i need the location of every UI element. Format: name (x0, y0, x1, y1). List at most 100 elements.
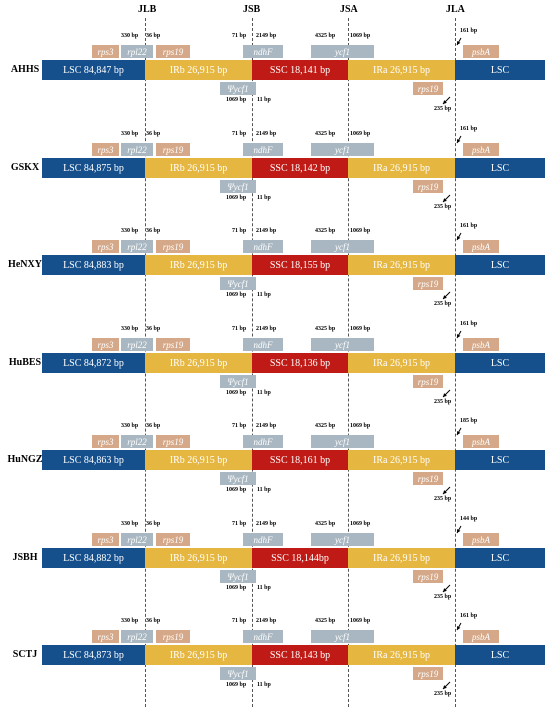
species-6-ssc-segment: SSC 18,143 bp (252, 645, 348, 665)
species-5-lsc-segment: LSC 84,882 bp (42, 548, 145, 568)
species-3-bp-rpl22: 36 bp (146, 326, 161, 332)
species-3-bp-rps3: 330 bp (121, 326, 139, 332)
species-1-lsc-segment: LSC 84,875 bp (42, 158, 145, 178)
species-1-rps19-bottom-gene: rps19 (413, 180, 443, 193)
species-0-lsc-segment: LSC 84,847 bp (42, 60, 145, 80)
junction-label-jsb: JSB (243, 4, 261, 15)
species-2-bp-pseudo-ycf1: 1069 bp (226, 292, 247, 298)
species-2-lsc-right-segment: LSC (455, 255, 545, 275)
species-5-bp-rpl22: 36 bp (146, 521, 161, 527)
species-4-ira-segment: IRa 26,915 bp (348, 450, 455, 470)
species-1-ycf1-gene: ycf1 (311, 143, 374, 156)
species-6-pseudo-ycf1-gene: Ψycf1 (220, 667, 256, 680)
species-1-rps3-gene: rps3 (92, 143, 119, 156)
species-4-bp-pseudo-gap: 11 bp (257, 487, 271, 493)
species-2-bp-rps3: 330 bp (121, 228, 139, 234)
species-5-rps3-gene: rps3 (92, 533, 119, 546)
species-2-ssc-segment: SSC 18,155 bp (252, 255, 348, 275)
species-2-rps19-bottom-gene: rps19 (413, 277, 443, 290)
species-3-pseudo-ycf1-gene: Ψycf1 (220, 375, 256, 388)
species-6-rps19-top-gene: rps19 (156, 630, 190, 643)
species-6-arrow-psba (456, 622, 462, 631)
species-5-name: JSBH (12, 552, 38, 563)
species-3-ssc-segment: SSC 18,136 bp (252, 353, 348, 373)
species-1-lsc-right-segment: LSC (455, 158, 545, 178)
species-2-bp-ndhf: 2149 bp (256, 228, 277, 234)
species-5-arrow-psba (456, 525, 462, 534)
species-5-bp-ndhf: 2149 bp (256, 521, 277, 527)
species-2-arrow-psba (456, 232, 462, 241)
species-6-bp-rpl22: 36 bp (146, 618, 161, 624)
species-6-psba-gene: psbA (463, 630, 499, 643)
species-4-rps19-bottom-gene: rps19 (413, 472, 443, 485)
species-5-bp-pseudo-ycf1: 1069 bp (226, 585, 247, 591)
species-3-rps19-bottom-gene: rps19 (413, 375, 443, 388)
species-3-bp-ycf1-right: 1069 bp (350, 326, 371, 332)
species-6-rps19-bottom-gene: rps19 (413, 667, 443, 680)
species-6-name: SCTJ (12, 649, 38, 660)
species-4-arrow-psba (456, 427, 462, 436)
species-1-rpl22-gene: rpl22 (121, 143, 153, 156)
species-4-lsc-right-segment: LSC (455, 450, 545, 470)
species-2-rps19-top-gene: rps19 (156, 240, 190, 253)
species-2-psba-gene: psbA (463, 240, 499, 253)
species-4-bp-ycf1-left: 4325 bp (315, 423, 336, 429)
species-6-bp-psba: 161 bp (460, 613, 478, 619)
species-1-bp-ycf1-right: 1069 bp (350, 131, 371, 137)
species-1-arrow-psba (456, 135, 462, 144)
species-6-bp-ndhf: 2149 bp (256, 618, 277, 624)
species-5-bp-ycf1-left: 4325 bp (315, 521, 336, 527)
species-3-ndhf-gene: ndhF (243, 338, 283, 351)
species-5-arrow-rps19 (442, 584, 451, 593)
species-3-bp-ycf1-left: 4325 bp (315, 326, 336, 332)
species-2-lsc-segment: LSC 84,883 bp (42, 255, 145, 275)
species-4-rps19-top-gene: rps19 (156, 435, 190, 448)
species-1-bp-ycf1-left: 4325 bp (315, 131, 336, 137)
species-0-psba-gene: psbA (463, 45, 499, 58)
species-4-ycf1-gene: ycf1 (311, 435, 374, 448)
species-3-rpl22-gene: rpl22 (121, 338, 153, 351)
species-0-rps19-bottom-gene: rps19 (413, 82, 443, 95)
species-2-bp-rpl22: 36 bp (146, 228, 161, 234)
species-5-ycf1-gene: ycf1 (311, 533, 374, 546)
species-5-bp-pseudo-gap: 11 bp (257, 585, 271, 591)
species-4-bp-rps3: 330 bp (121, 423, 139, 429)
species-3-name: HuBES (8, 357, 42, 368)
species-5-irb-segment: IRb 26,915 bp (145, 548, 252, 568)
species-1-rps19-top-gene: rps19 (156, 143, 190, 156)
junction-label-jla: JLA (446, 4, 465, 15)
species-1-bp-rpl22: 36 bp (146, 131, 161, 137)
species-0-bp-ycf1-left: 4325 bp (315, 33, 336, 39)
species-5-pseudo-ycf1-gene: Ψycf1 (220, 570, 256, 583)
species-4-bp-rpl22: 36 bp (146, 423, 161, 429)
species-1-bp-ndhf: 2149 bp (256, 131, 277, 137)
species-1-bp-pseudo-gap: 11 bp (257, 195, 271, 201)
species-2-pseudo-ycf1-gene: Ψycf1 (220, 277, 256, 290)
species-1-bp-jsb-left: 71 bp (232, 131, 247, 137)
species-3-arrow-psba (456, 330, 462, 339)
species-6-ycf1-gene: ycf1 (311, 630, 374, 643)
species-1-ndhf-gene: ndhF (243, 143, 283, 156)
species-0-ira-segment: IRa 26,915 bp (348, 60, 455, 80)
species-3-lsc-right-segment: LSC (455, 353, 545, 373)
species-2-bp-pseudo-gap: 11 bp (257, 292, 271, 298)
species-1-ira-segment: IRa 26,915 bp (348, 158, 455, 178)
species-1-name: GSKX (10, 162, 40, 173)
species-0-rpl22-gene: rpl22 (121, 45, 153, 58)
species-0-bp-ndhf: 2149 bp (256, 33, 277, 39)
species-1-bp-rps19: 235 bp (434, 204, 452, 210)
species-2-bp-psba: 161 bp (460, 223, 478, 229)
species-5-bp-jsb-left: 71 bp (232, 521, 247, 527)
species-4-ndhf-gene: ndhF (243, 435, 283, 448)
species-3-bp-jsb-left: 71 bp (232, 326, 247, 332)
species-2-irb-segment: IRb 26,915 bp (145, 255, 252, 275)
species-4-psba-gene: psbA (463, 435, 499, 448)
species-6-rpl22-gene: rpl22 (121, 630, 153, 643)
species-4-lsc-segment: LSC 84,863 bp (42, 450, 145, 470)
species-0-bp-rps3: 330 bp (121, 33, 139, 39)
species-4-bp-ndhf: 2149 bp (256, 423, 277, 429)
species-0-rps3-gene: rps3 (92, 45, 119, 58)
species-6-lsc-segment: LSC 84,873 bp (42, 645, 145, 665)
species-2-bp-jsb-left: 71 bp (232, 228, 247, 234)
species-3-lsc-segment: LSC 84,872 bp (42, 353, 145, 373)
